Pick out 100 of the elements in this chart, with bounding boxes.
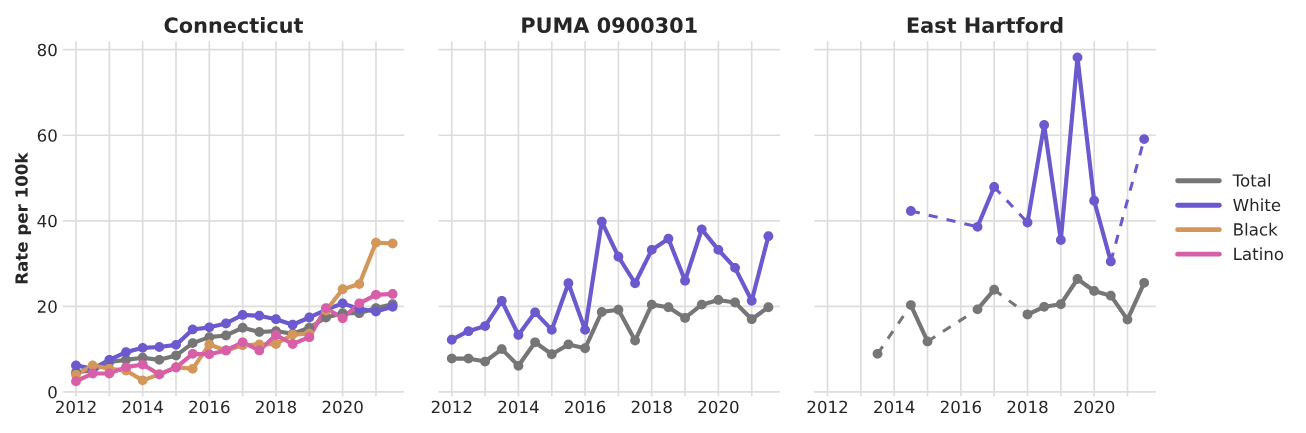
x-tick-label: 2012 <box>807 400 848 414</box>
point <box>187 363 198 374</box>
point <box>663 302 674 313</box>
point <box>254 310 265 321</box>
point <box>237 310 248 320</box>
point <box>630 278 640 289</box>
point <box>1072 274 1083 284</box>
point <box>496 344 507 355</box>
point <box>530 337 541 348</box>
legend-label: Total <box>1232 173 1270 187</box>
point <box>271 339 281 349</box>
point <box>304 332 315 343</box>
point <box>1055 235 1066 245</box>
y-tick-label: 20 <box>37 300 57 313</box>
point <box>71 360 81 371</box>
point <box>480 321 491 331</box>
point <box>371 237 381 248</box>
x-tick-label: 2018 <box>631 400 672 414</box>
point <box>905 206 916 216</box>
point <box>1089 195 1100 206</box>
point <box>596 216 607 227</box>
point <box>546 349 557 360</box>
point <box>337 313 348 324</box>
point <box>287 319 298 330</box>
x-tick-label: 2012 <box>56 400 96 414</box>
point <box>1139 277 1150 288</box>
point <box>480 356 491 367</box>
point <box>1105 290 1116 301</box>
x-tick-label: 2014 <box>122 400 163 414</box>
x-tick-label: 2014 <box>498 400 539 414</box>
point <box>646 244 657 255</box>
point <box>580 343 590 354</box>
point <box>204 322 215 333</box>
point <box>596 307 607 317</box>
point <box>1105 256 1116 267</box>
point <box>446 334 457 345</box>
point <box>546 324 557 335</box>
point <box>1072 52 1083 63</box>
point <box>1139 134 1150 145</box>
point <box>613 304 624 315</box>
point <box>71 376 81 387</box>
point <box>713 244 724 255</box>
point <box>1022 309 1033 320</box>
point <box>221 330 231 341</box>
point <box>137 359 148 370</box>
y-tick-label: 40 <box>37 214 57 228</box>
point <box>271 314 281 325</box>
point <box>972 221 983 232</box>
point <box>237 322 248 333</box>
point <box>354 298 365 309</box>
point <box>763 302 774 313</box>
x-tick-label: 2012 <box>431 400 472 414</box>
point <box>287 339 298 349</box>
point <box>387 238 398 249</box>
legend-label: Latino <box>1234 247 1284 261</box>
point <box>1022 217 1033 228</box>
chart-title: Connecticut <box>164 16 303 34</box>
point <box>646 299 657 310</box>
x-tick-label: 2018 <box>1007 400 1048 414</box>
point <box>271 330 281 340</box>
point <box>563 339 574 350</box>
point <box>121 347 131 358</box>
x-tick-label: 2020 <box>698 400 739 414</box>
legend-label: Black <box>1234 222 1278 236</box>
point <box>713 295 724 305</box>
point <box>746 314 757 325</box>
point <box>663 233 674 244</box>
legend-label: White <box>1233 198 1281 212</box>
point <box>530 307 541 318</box>
y-tick-label: 60 <box>37 129 57 142</box>
point <box>446 353 457 364</box>
point <box>463 326 474 337</box>
point <box>696 224 707 235</box>
point <box>204 349 215 360</box>
y-axis-title: Rate per 100k <box>14 152 32 284</box>
point <box>1039 301 1050 312</box>
point <box>137 342 148 353</box>
point <box>989 284 1000 295</box>
x-tick-label: 2020 <box>322 400 363 414</box>
x-tick-label: 2016 <box>189 400 230 414</box>
point <box>630 335 640 346</box>
point <box>137 375 148 386</box>
point <box>580 324 590 335</box>
point <box>763 231 774 242</box>
y-tick-label: 0 <box>48 385 57 399</box>
point <box>989 182 1000 192</box>
point <box>1122 314 1133 325</box>
y-tick-label: 80 <box>37 43 57 57</box>
point <box>513 330 524 340</box>
point <box>1055 299 1066 310</box>
point <box>304 312 315 323</box>
point <box>905 300 916 310</box>
point <box>680 313 690 323</box>
point <box>922 336 933 347</box>
point <box>204 339 215 350</box>
point <box>387 289 398 299</box>
x-tick-label: 2018 <box>255 400 297 414</box>
point <box>254 345 265 356</box>
point <box>154 354 165 365</box>
point <box>371 306 381 317</box>
